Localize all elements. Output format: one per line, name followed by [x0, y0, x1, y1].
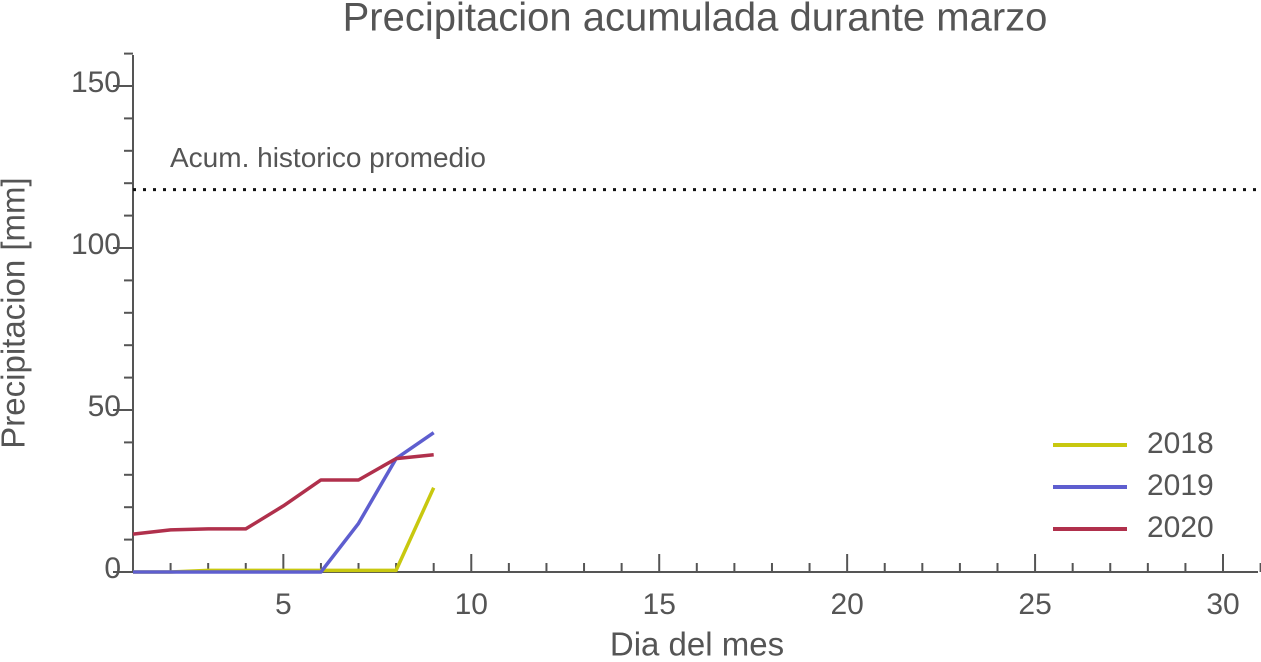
- legend-label: 2020: [1147, 511, 1214, 544]
- y-tick-label: 50: [88, 390, 121, 423]
- y-tick-label: 100: [71, 228, 121, 261]
- legend-label: 2018: [1147, 427, 1214, 460]
- line-series: [132, 452, 434, 536]
- y-axis-label: Precipitacion [mm]: [0, 177, 32, 448]
- legend-label: 2019: [1147, 469, 1214, 502]
- y-tick-label: 150: [71, 66, 121, 99]
- reference-label: Acum. historico promedio: [170, 142, 486, 173]
- y-tick-label: 0: [104, 552, 121, 585]
- x-tick-label: 20: [830, 588, 863, 621]
- x-tick-label: 15: [643, 588, 676, 621]
- x-tick-label: 5: [275, 588, 292, 621]
- x-tick-label: 30: [1206, 588, 1239, 621]
- x-tick-label: 10: [455, 588, 488, 621]
- x-tick-label: 25: [1018, 588, 1051, 621]
- x-axis-label: Dia del mes: [610, 626, 784, 662]
- line-series: [133, 431, 435, 574]
- chart-title: Precipitacion acumulada durante marzo: [343, 0, 1048, 40]
